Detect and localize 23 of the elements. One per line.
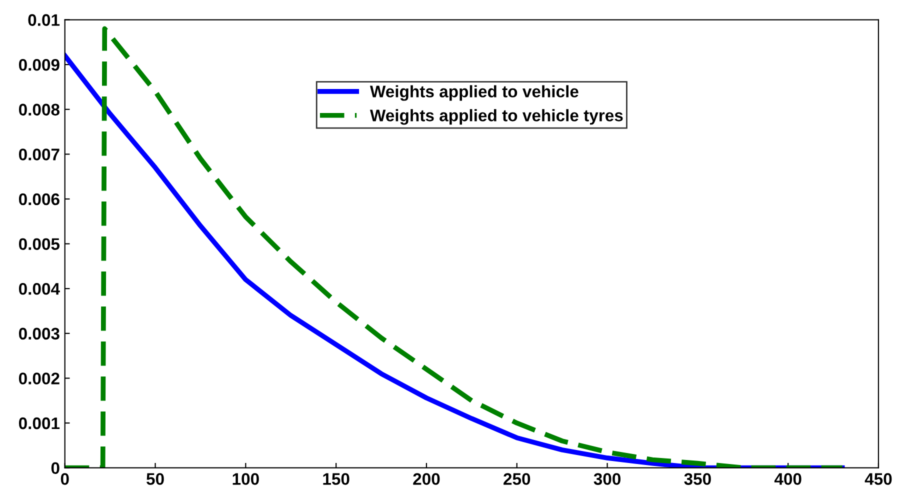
x-tick-label: 150 bbox=[323, 473, 350, 485]
y-tick-label: 0.004 bbox=[18, 282, 60, 295]
x-tick-label: 0 bbox=[60, 473, 69, 485]
x-tick-label: 200 bbox=[413, 473, 440, 485]
x-tick-label: 400 bbox=[774, 473, 802, 485]
legend-label: Weights applied to vehicle tyres bbox=[370, 109, 623, 125]
y-tick-label: 0.01 bbox=[28, 14, 60, 26]
y-tick-label: 0.005 bbox=[18, 238, 60, 250]
y-tick-label: 0.007 bbox=[18, 148, 60, 160]
y-tick-label: 0.009 bbox=[18, 58, 60, 71]
x-tick-label: 350 bbox=[684, 473, 711, 485]
x-tick-label: 450 bbox=[864, 473, 892, 485]
x-tick-label: 300 bbox=[594, 473, 620, 485]
y-tick-label: 0.008 bbox=[18, 104, 60, 116]
y-tick-label: 0.001 bbox=[18, 417, 60, 430]
x-tick-label: 50 bbox=[146, 473, 164, 485]
x-tick-label: 100 bbox=[232, 473, 259, 485]
y-tick-label: 0.002 bbox=[18, 372, 60, 384]
y-tick-label: 0.006 bbox=[18, 193, 60, 206]
y-tick-label: 0 bbox=[51, 462, 60, 474]
legend-label: Weights applied to vehicle bbox=[370, 85, 578, 101]
y-tick-label: 0.003 bbox=[18, 328, 60, 340]
x-tick-label: 250 bbox=[504, 473, 530, 485]
